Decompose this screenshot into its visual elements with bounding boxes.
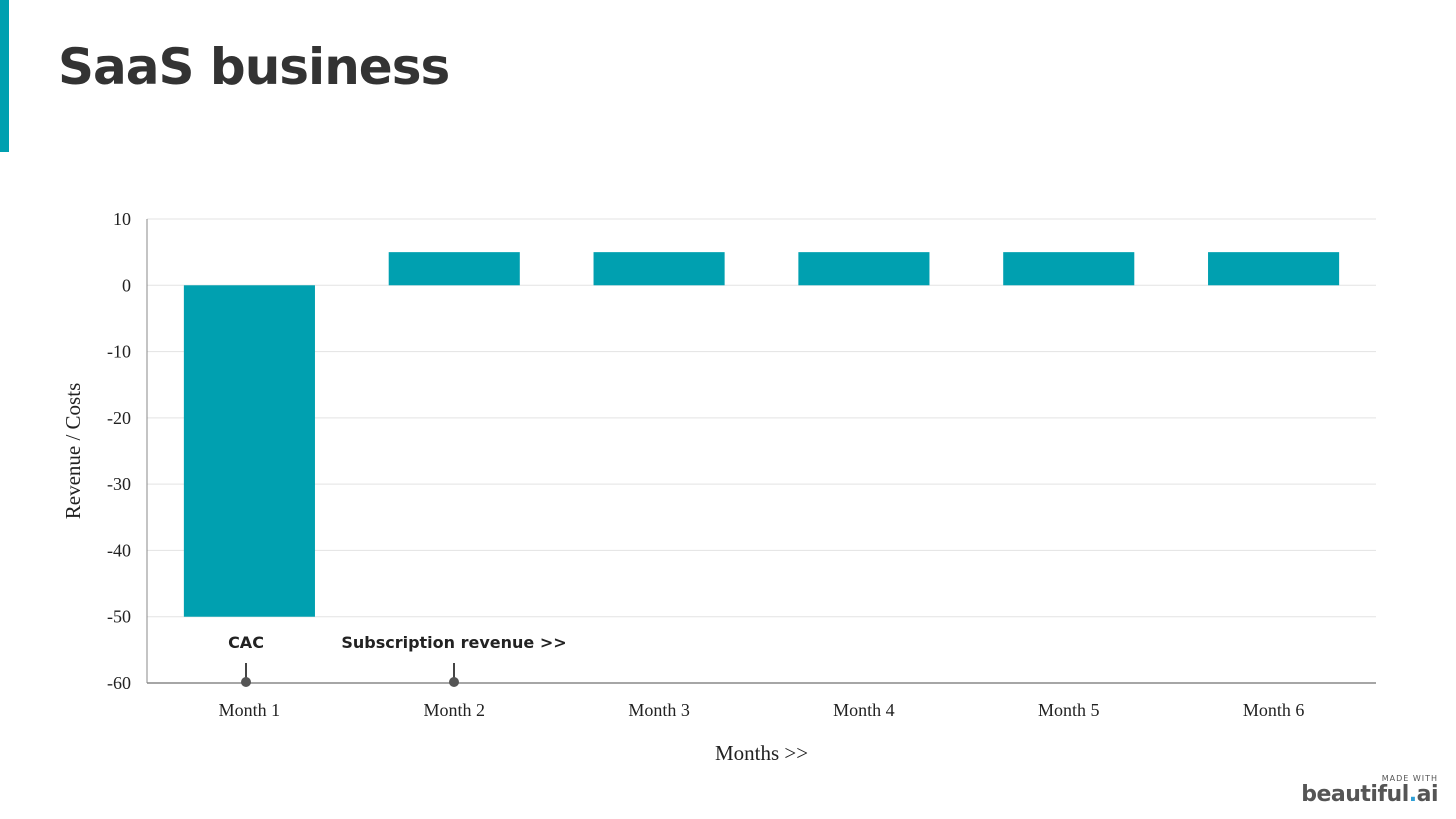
y-tick-label: -50 <box>107 607 131 627</box>
x-tick-label: Month 3 <box>628 700 690 720</box>
x-tick-label: Month 1 <box>219 700 281 720</box>
y-tick-label: -40 <box>107 540 131 560</box>
x-axis-title: Months >> <box>715 741 808 765</box>
y-tick-label: -30 <box>107 474 131 494</box>
beautiful-ai-logo: beautiful.ai <box>1301 781 1439 807</box>
x-tick-label: Month 6 <box>1243 700 1305 720</box>
x-tick-label: Month 4 <box>833 700 895 720</box>
bar <box>183 285 315 617</box>
accent-bar <box>0 0 9 152</box>
bar <box>388 252 520 286</box>
x-tick-label: Month 5 <box>1038 700 1100 720</box>
bar <box>798 252 930 286</box>
annotation-label: Subscription revenue >> <box>341 633 566 652</box>
x-tick-label: Month 2 <box>423 700 485 720</box>
logo-brand-main: beautiful <box>1301 781 1409 807</box>
y-tick-label: -10 <box>107 342 131 362</box>
bar <box>1003 252 1135 286</box>
y-tick-label: 10 <box>113 209 131 229</box>
bar <box>1208 252 1340 286</box>
logo-brand-dot: . <box>1408 781 1417 807</box>
page-title: SaaS business <box>58 38 450 96</box>
annotation-label: CAC <box>228 633 264 652</box>
bar <box>593 252 725 286</box>
made-with-label: MADE WITH <box>1381 773 1438 783</box>
y-tick-label: -60 <box>107 673 131 693</box>
y-axis-title: Revenue / Costs <box>61 383 85 520</box>
annotation-pin-dot <box>449 677 459 687</box>
logo-brand-ai: ai <box>1416 781 1439 807</box>
annotation-pin-dot <box>241 677 251 687</box>
y-tick-label: -20 <box>107 408 131 428</box>
y-tick-label: 0 <box>122 275 131 295</box>
made-with-watermark[interactable]: MADE WITH beautiful.ai <box>1301 774 1438 807</box>
